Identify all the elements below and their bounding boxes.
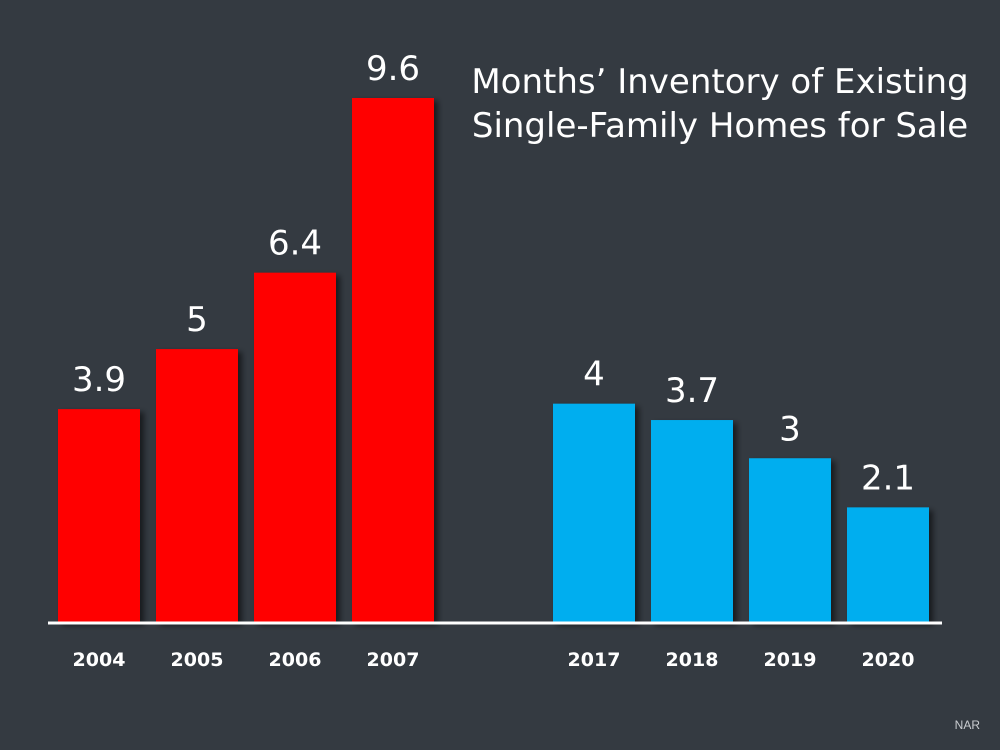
category-label-2017: 2017 bbox=[568, 649, 621, 671]
value-label-2004: 3.9 bbox=[72, 360, 126, 400]
chart-title-line-2: Single-Family Homes for Sale bbox=[471, 106, 969, 146]
bar-2017 bbox=[553, 403, 635, 622]
value-label-2005: 5 bbox=[186, 300, 208, 340]
category-label-2004: 2004 bbox=[73, 649, 126, 671]
category-label-2006: 2006 bbox=[269, 649, 322, 671]
category-label-2020: 2020 bbox=[862, 649, 915, 671]
value-label-2017: 4 bbox=[583, 355, 605, 395]
bar-2004 bbox=[58, 409, 140, 622]
value-label-2007: 9.6 bbox=[366, 49, 420, 89]
value-label-2020: 2.1 bbox=[861, 458, 915, 498]
value-label-2019: 3 bbox=[779, 409, 801, 449]
source-label: NAR bbox=[954, 718, 980, 732]
value-label-2006: 6.4 bbox=[268, 224, 322, 264]
category-label-2005: 2005 bbox=[171, 649, 224, 671]
bar-2007 bbox=[352, 98, 434, 622]
chart-title-line-1: Months’ Inventory of Existing bbox=[471, 62, 969, 102]
bar-2018 bbox=[651, 420, 733, 622]
category-label-2019: 2019 bbox=[764, 649, 817, 671]
bar-2020 bbox=[847, 507, 929, 622]
bar-2005 bbox=[156, 349, 238, 622]
value-label-2018: 3.7 bbox=[665, 371, 719, 411]
chart-title: Months’ Inventory of Existing Single-Fam… bbox=[470, 60, 970, 148]
category-label-2007: 2007 bbox=[367, 649, 420, 671]
bar-2019 bbox=[749, 458, 831, 622]
bar-2006 bbox=[254, 272, 336, 622]
category-label-2018: 2018 bbox=[666, 649, 719, 671]
